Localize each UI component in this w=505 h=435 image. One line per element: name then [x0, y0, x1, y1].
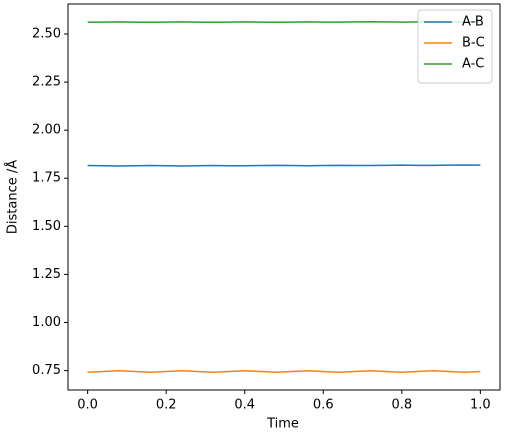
- data-line: [87, 20, 481, 24]
- data-line: [87, 370, 481, 374]
- x-tick-label: 0.2: [156, 398, 177, 413]
- legend-label: A-B: [462, 15, 484, 30]
- x-tick-label: 0.6: [313, 398, 334, 413]
- y-tick-label: 1.50: [32, 219, 61, 234]
- y-tick-label: 1.75: [32, 171, 61, 186]
- data-line: [87, 164, 481, 167]
- x-tick-label: 0.8: [391, 398, 412, 413]
- y-tick-label: 2.25: [32, 75, 61, 90]
- y-tick-label: 1.25: [32, 267, 61, 282]
- y-tick-label: 2.50: [32, 27, 61, 42]
- y-tick-label: 0.75: [32, 363, 61, 378]
- legend-label: B-C: [462, 36, 485, 51]
- x-tick-label: 0.0: [77, 398, 98, 413]
- y-tick-label: 1.00: [32, 315, 61, 330]
- x-axis-label: Time: [266, 417, 299, 432]
- y-axis-label: Distance /Å: [5, 160, 21, 234]
- y-tick-label: 2.00: [32, 123, 61, 138]
- plot-frame: [67, 3, 501, 391]
- legend-label: A-C: [462, 57, 484, 72]
- x-tick-label: 1.0: [470, 398, 491, 413]
- x-tick-label: 0.4: [234, 398, 255, 413]
